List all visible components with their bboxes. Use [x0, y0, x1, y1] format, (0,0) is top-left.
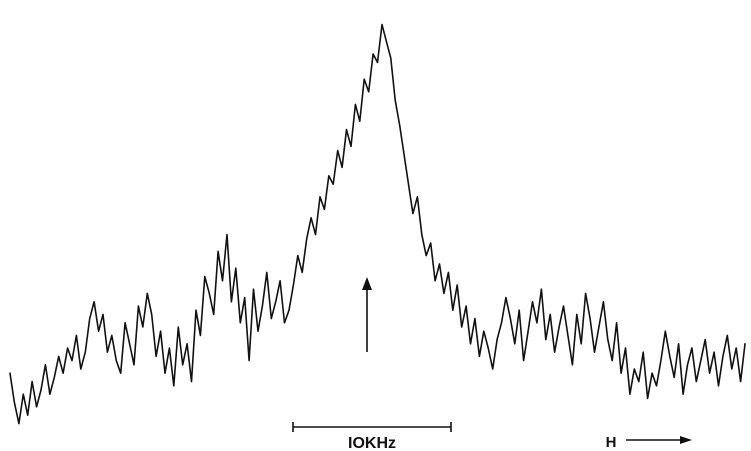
resonance-arrow-head-icon	[362, 277, 372, 290]
field-arrow-head-icon	[680, 436, 692, 444]
frequency-scale-bar: IOKHz	[292, 422, 452, 451]
spectrum-plot-area	[9, 23, 746, 425]
resonance-marker	[362, 277, 372, 352]
field-label: H	[606, 434, 617, 451]
field-direction-indicator: H	[606, 434, 692, 451]
scale-bar-label: IOKHz	[348, 435, 396, 451]
spectrum-trace	[9, 23, 746, 425]
